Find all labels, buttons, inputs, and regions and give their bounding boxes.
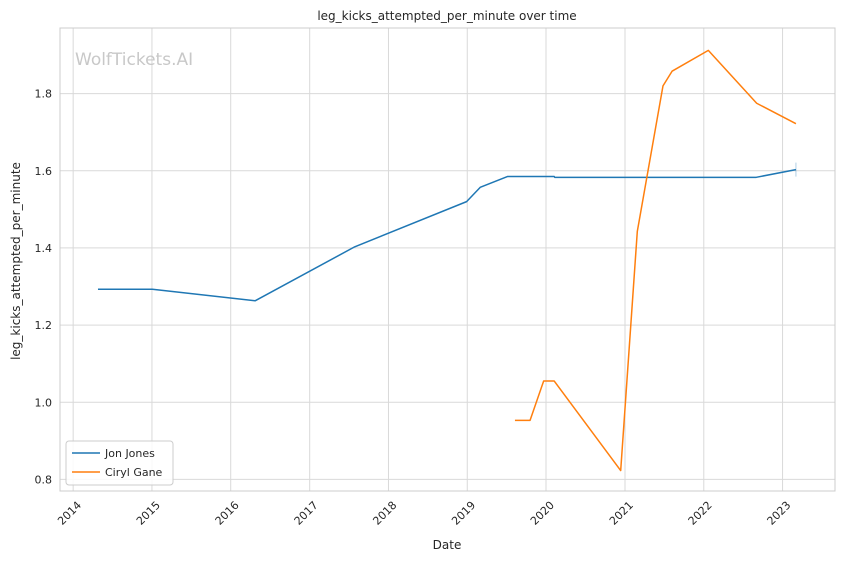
- grid-layer: [60, 28, 835, 491]
- y-tick-label: 1.2: [35, 319, 53, 332]
- y-tick-label: 1.4: [35, 242, 53, 255]
- legend: Jon Jones Ciryl Gane: [65, 440, 174, 486]
- x-axis-title: Date: [433, 538, 462, 552]
- series-line-jon-jones: [97, 168, 797, 302]
- legend-box: [65, 440, 174, 486]
- y-tick-label: 1.6: [35, 165, 53, 178]
- y-axis-title: leg_kicks_attempted_per_minute: [9, 162, 23, 360]
- legend-label-jon-jones: Jon Jones: [104, 447, 155, 460]
- series-line-ciryl-gane: [514, 49, 797, 472]
- watermark-text: WolfTickets.AI: [75, 50, 193, 70]
- series-layer: [97, 49, 797, 472]
- chart-title: leg_kicks_attempted_per_minute over time: [317, 9, 576, 23]
- legend-label-ciryl-gane: Ciryl Gane: [105, 466, 163, 479]
- plot-frame: [59, 27, 836, 492]
- y-tick-label: 1.0: [35, 396, 53, 409]
- y-tick-label: 0.8: [35, 473, 53, 486]
- y-tick-label: 1.8: [35, 88, 53, 101]
